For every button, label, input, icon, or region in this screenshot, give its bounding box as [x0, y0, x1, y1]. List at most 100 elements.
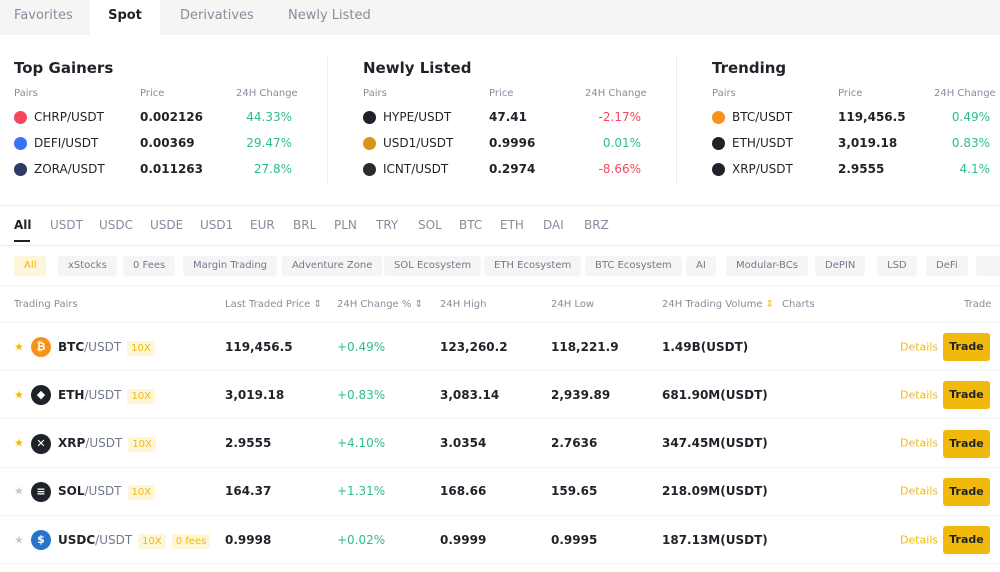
coin-icon [712, 163, 725, 176]
header-label: 24H Trading Volume [662, 299, 763, 310]
high: 0.9999 [440, 532, 487, 547]
table-row[interactable]: ★ ₿ BTC/USDT 10X 119,456.5 +0.49% 123,260.2 118… [0, 323, 1000, 371]
table-row[interactable]: ★ ◆ ETH/USDT 10X 3,019.18 +0.83% 3,083.14 2,939… [0, 371, 1000, 420]
pair-link[interactable]: USD1/USDT [383, 136, 454, 150]
filter-chip[interactable]: xStocks [58, 256, 117, 276]
favorite-star-icon[interactable]: ★ [14, 388, 24, 402]
trade-button[interactable]: Trade [943, 333, 990, 361]
favorite-star-icon[interactable]: ★ [14, 533, 24, 547]
last-price: 0.9998 [225, 532, 272, 547]
quote-tab-usd1[interactable]: USD1 [200, 218, 234, 232]
quote-tab-usde[interactable]: USDE [150, 218, 184, 232]
quote-asset: /USDT [84, 387, 122, 402]
quote-tab-usdt[interactable]: USDT [50, 218, 83, 232]
header-change[interactable]: 24H Change % ⇕ [337, 299, 423, 310]
pair-link[interactable]: ETH/USDT [732, 136, 793, 150]
divider [676, 55, 677, 185]
header-volume[interactable]: 24H Trading Volume ⇕ [662, 299, 774, 310]
table-row[interactable]: ★ ≡ SOL/USDT 10X 164.37 +1.31% 168.66 159.65 218… [0, 468, 1000, 516]
price: 0.9996 [489, 136, 536, 150]
column-header: Pairs [14, 88, 38, 99]
leverage-badge: 10X [138, 533, 166, 549]
filter-chip[interactable]: BTC Ecosystem [585, 256, 682, 276]
pair-name[interactable]: USDC/USDT 10X 0 fees [58, 532, 211, 549]
tab-spot[interactable]: Spot [90, 0, 160, 35]
column-header: 24H Change [934, 88, 996, 99]
coin-icon [363, 137, 376, 150]
pair-link[interactable]: XRP/USDT [732, 162, 793, 176]
details-link[interactable]: Details [900, 388, 939, 402]
divider [0, 205, 1000, 206]
header-label: 24H Change % [337, 299, 412, 310]
filter-chip[interactable]: SOL Ecosystem [384, 256, 482, 276]
price: 0.011263 [140, 162, 204, 176]
coin-icon [363, 163, 376, 176]
header-last-price[interactable]: Last Traded Price ⇕ [225, 299, 322, 310]
favorite-star-icon[interactable]: ★ [14, 436, 24, 450]
filter-chip[interactable]: Adventure Zone [282, 256, 383, 276]
quote-tab-brl[interactable]: BRL [293, 218, 317, 232]
filter-chip[interactable]: LSD [877, 256, 917, 276]
pair-name[interactable]: XRP/USDT 10X [58, 436, 156, 453]
filter-chip[interactable]: Margin Trading [183, 256, 278, 276]
details-link[interactable]: Details [900, 436, 939, 450]
details-link[interactable]: Details [900, 340, 939, 353]
volume: 1.49B(USDT) [662, 339, 749, 354]
favorite-star-icon[interactable]: ★ [14, 484, 24, 498]
tab-newly-listed[interactable]: Newly Listed [288, 8, 371, 23]
quote-tab-all[interactable]: All [14, 218, 32, 232]
quote-tab-btc[interactable]: BTC [459, 218, 483, 232]
coin-icon [14, 137, 27, 150]
filter-chip[interactable]: DeFi [926, 256, 968, 276]
change: 27.8% [253, 162, 292, 176]
pair-name[interactable]: BTC/USDT 10X [58, 340, 155, 356]
quote-asset: /USDT [95, 532, 133, 547]
pair-link[interactable]: ICNT/USDT [383, 162, 449, 176]
filter-chip[interactable]: AI [686, 256, 716, 276]
change: 0.83% [951, 136, 990, 150]
trade-button[interactable]: Trade [943, 526, 990, 555]
quote-tab-pln[interactable]: PLN [334, 218, 357, 232]
price: 3,019.18 [838, 136, 898, 150]
pair-link[interactable]: CHRP/USDT [34, 110, 104, 124]
trade-button[interactable]: Trade [943, 381, 990, 410]
filter-chip[interactable]: ETH Ecosystem [484, 256, 582, 276]
tab-derivatives[interactable]: Derivatives [180, 8, 254, 23]
details-link[interactable]: Details [900, 484, 939, 498]
trade-button[interactable]: Trade [943, 429, 990, 458]
quote-tab-try[interactable]: TRY [376, 218, 399, 232]
coin-icon [14, 163, 27, 176]
trade-button[interactable]: Trade [943, 477, 990, 506]
quote-tab-eur[interactable]: EUR [250, 218, 275, 232]
volume: 681.90M(USDT) [662, 387, 768, 402]
header-low: 24H Low [551, 299, 595, 310]
favorite-star-icon[interactable]: ★ [14, 340, 24, 353]
pair-name[interactable]: ETH/USDT 10X [58, 387, 156, 404]
quote-tab-eth[interactable]: ETH [500, 218, 524, 232]
table-row[interactable]: ★ ✕ XRP/USDT 10X 2.9555 +4.10% 3.0354 2.7636 347… [0, 420, 1000, 468]
low: 159.65 [551, 484, 598, 499]
tab-favorites[interactable]: Favorites [14, 8, 73, 23]
table-row[interactable]: ★ $ USDC/USDT 10X 0 fees 0.9998 +0.02% 0.9999 0.… [0, 516, 1000, 565]
pair-link[interactable]: DEFI/USDT [34, 136, 99, 150]
filter-chip[interactable]: All [14, 256, 47, 276]
pair-link[interactable]: HYPE/USDT [383, 110, 452, 124]
filter-chip-overflow[interactable] [976, 256, 1000, 276]
filter-chip[interactable]: Modular-BCs [726, 256, 808, 276]
active-tab-indicator [14, 240, 30, 242]
quote-tab-dai[interactable]: DAI [543, 218, 564, 232]
quote-tab-usdc[interactable]: USDC [99, 218, 134, 232]
low: 2.7636 [551, 436, 598, 451]
last-price: 2.9555 [225, 436, 272, 451]
high: 3.0354 [440, 436, 487, 451]
quote-tab-brz[interactable]: BRZ [584, 218, 609, 232]
coin-icon [712, 137, 725, 150]
details-link[interactable]: Details [900, 533, 939, 547]
column-header: Price [489, 88, 514, 99]
pair-link[interactable]: BTC/USDT [732, 110, 793, 124]
quote-tab-sol[interactable]: SOL [418, 218, 442, 232]
pair-link[interactable]: ZORA/USDT [34, 162, 105, 176]
pair-name[interactable]: SOL/USDT 10X [58, 484, 156, 501]
filter-chip[interactable]: 0 Fees [123, 256, 176, 276]
filter-chip[interactable]: DePIN [815, 256, 866, 276]
